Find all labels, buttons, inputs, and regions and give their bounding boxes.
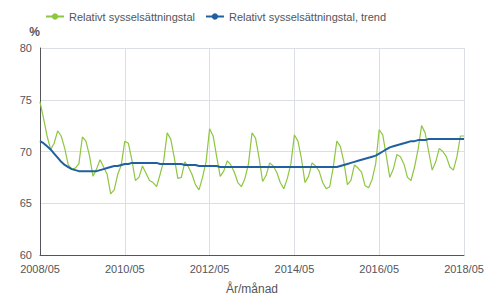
svg-text:%: %	[29, 25, 40, 39]
svg-text:Relativt sysselsättningstal, t: Relativt sysselsättningstal, trend	[229, 11, 386, 23]
svg-text:2012/05: 2012/05	[190, 263, 230, 275]
svg-text:2018/05: 2018/05	[444, 263, 484, 275]
svg-text:70: 70	[20, 146, 32, 158]
svg-text:60: 60	[20, 249, 32, 261]
svg-text:75: 75	[20, 94, 32, 106]
svg-text:2016/05: 2016/05	[359, 263, 399, 275]
svg-text:År/månad: År/månad	[226, 281, 278, 296]
svg-text:2008/05: 2008/05	[20, 263, 60, 275]
svg-text:Relativt sysselsättningstal: Relativt sysselsättningstal	[69, 11, 195, 23]
svg-text:65: 65	[20, 197, 32, 209]
svg-text:80: 80	[20, 42, 32, 54]
svg-text:2010/05: 2010/05	[105, 263, 145, 275]
svg-text:2014/05: 2014/05	[275, 263, 315, 275]
